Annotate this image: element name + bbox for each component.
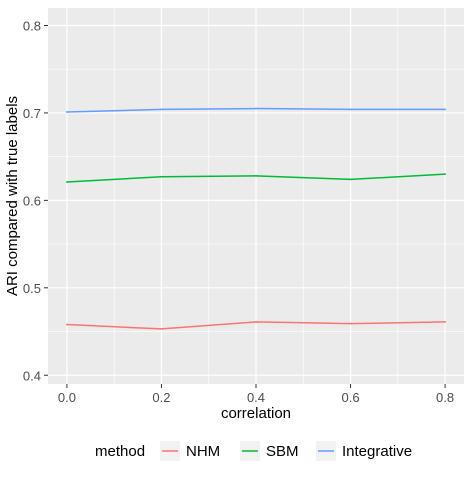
- data-point-nhm: [255, 321, 257, 323]
- x-tick-label: 0.4: [247, 390, 265, 405]
- axis-layer: 0.4 0.5 0.6 0.7 0.8 0.0 0.2 0.4 0.6 0.8: [23, 18, 454, 405]
- series-layer: [66, 107, 446, 330]
- x-tick-label: 0.2: [152, 390, 170, 405]
- data-point-integrative: [349, 108, 352, 111]
- legend-items: NHM SBM Integrative: [160, 441, 412, 461]
- x-tick-label: 0.8: [436, 390, 454, 405]
- data-point-sbm: [349, 178, 352, 181]
- legend-label-integrative: Integrative: [342, 443, 412, 460]
- data-point-integrative: [255, 107, 257, 110]
- y-tick-label: 0.6: [23, 193, 41, 208]
- data-point-sbm: [444, 173, 446, 176]
- y-tick-label: 0.5: [23, 281, 41, 296]
- data-point-integrative: [66, 111, 68, 113]
- data-point-nhm: [444, 321, 446, 323]
- legend-label-nhm: NHM: [186, 443, 220, 460]
- y-axis-title: ARI compared with true labels: [4, 96, 21, 296]
- grid-layer: [48, 8, 464, 384]
- y-tick-label: 0.8: [23, 18, 41, 33]
- data-point-nhm: [66, 323, 68, 326]
- data-point-sbm: [255, 174, 257, 177]
- data-point-integrative: [444, 108, 446, 111]
- data-point-sbm: [160, 175, 163, 178]
- y-tick-label: 0.7: [23, 106, 41, 121]
- data-point-integrative: [160, 108, 163, 111]
- legend: method NHM SBM Integrative: [95, 441, 412, 461]
- data-point-nhm: [160, 328, 163, 330]
- legend-title: method: [95, 443, 145, 460]
- y-tick-label: 0.4: [23, 368, 41, 383]
- x-tick-label: 0.0: [58, 390, 76, 405]
- data-point-sbm: [66, 181, 68, 183]
- legend-label-sbm: SBM: [266, 443, 299, 460]
- data-point-nhm: [349, 322, 352, 325]
- x-axis-title: correlation: [221, 405, 291, 422]
- x-tick-label: 0.6: [342, 390, 360, 405]
